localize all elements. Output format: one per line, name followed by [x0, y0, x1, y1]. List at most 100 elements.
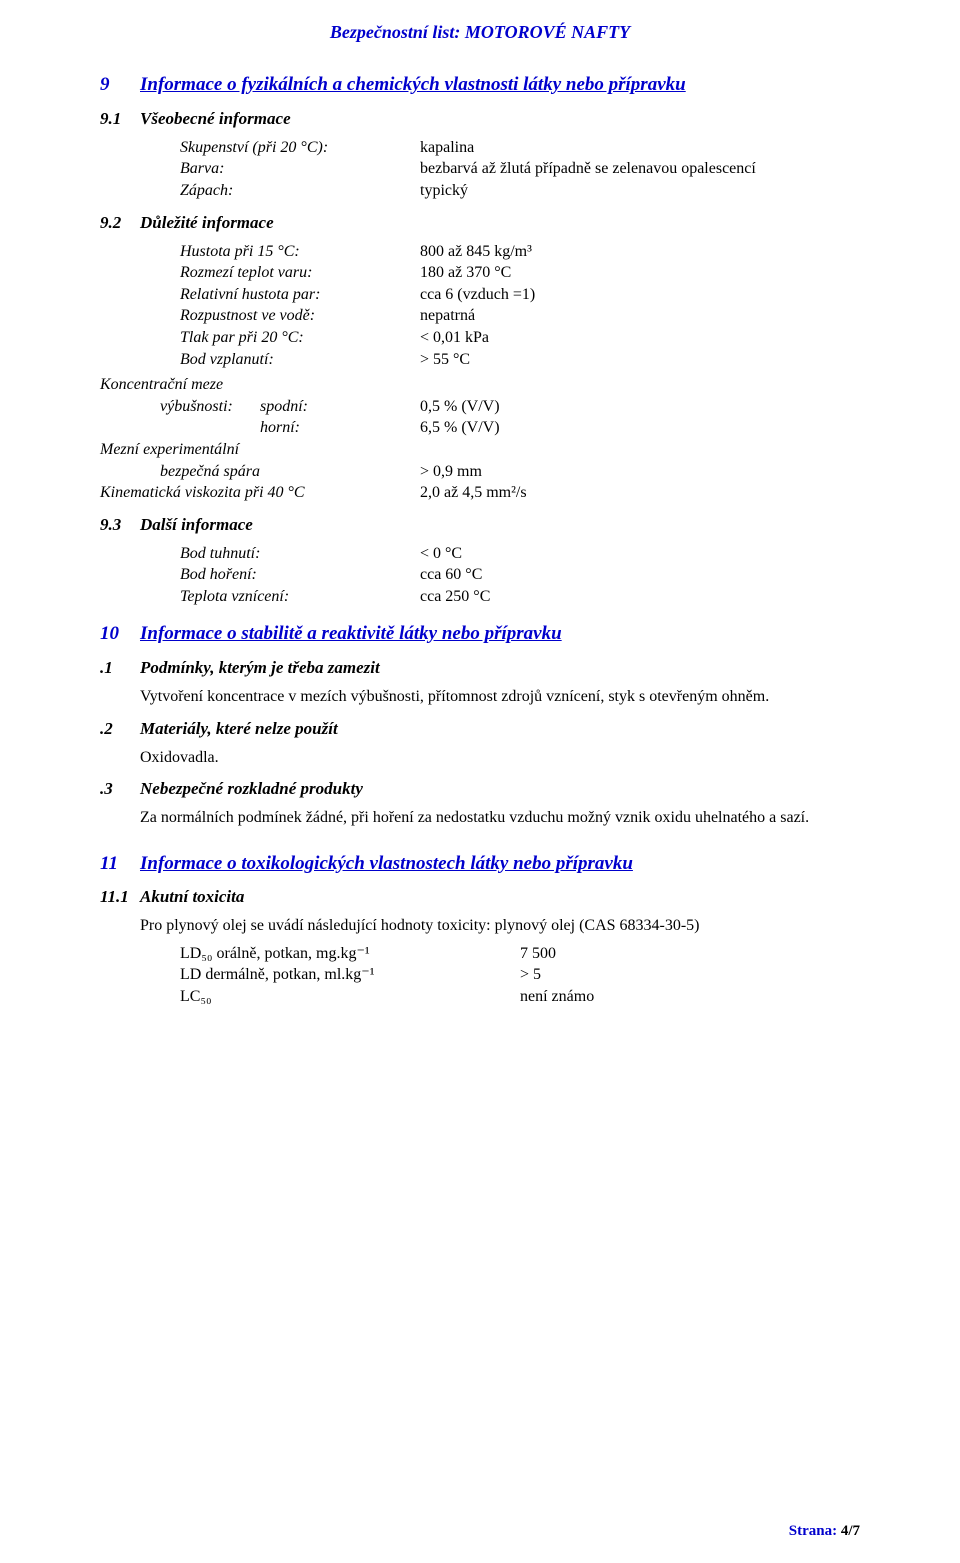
section-9-2-heading: 9.2 Důležité informace — [100, 212, 860, 235]
table-row: Relativní hustota par: cca 6 (vzduch =1) — [180, 284, 860, 306]
footer-page: 4/7 — [841, 1523, 860, 1539]
table-row: Teplota vznícení: cca 250 °C — [180, 586, 860, 608]
table-row: Skupenství (při 20 °C): kapalina — [180, 137, 860, 159]
tox-label: LD dermálně, potkan, ml.kg⁻¹ — [180, 964, 520, 986]
section-11-1-num: 11.1 — [100, 886, 140, 909]
table-row: Rozpustnost ve vodě: nepatrná — [180, 305, 860, 327]
doc-header: Bezpečnostní list: MOTOROVÉ NAFTY — [100, 20, 860, 44]
section-11-1-heading: 11.1 Akutní toxicita — [100, 886, 860, 909]
table-row: Rozmezí teplot varu: 180 až 370 °C — [180, 262, 860, 284]
section-9-2-title: Důležité informace — [140, 212, 274, 235]
kv-label: Teplota vznícení: — [180, 586, 420, 608]
tox-value: 7 500 — [520, 943, 860, 965]
section-9-1-num: 9.1 — [100, 108, 140, 131]
table-row: horní: 6,5 % (V/V) — [100, 417, 860, 439]
tox-label: LD₅₀ orálně, potkan, mg.kg⁻¹ — [180, 943, 520, 965]
visk-value: 2,0 až 4,5 mm²/s — [420, 482, 860, 504]
table-row: Bod hoření: cca 60 °C — [180, 564, 860, 586]
kv-value: nepatrná — [420, 305, 860, 327]
page-footer: Strana: 4/7 — [789, 1521, 860, 1541]
tox-label: LC₅₀ — [180, 986, 520, 1008]
conc-label: Koncentrační meze — [100, 374, 860, 396]
section-11-heading: 11 Informace o toxikologických vlastnost… — [100, 851, 860, 877]
table-row: Zápach: typický — [180, 180, 860, 202]
section-10-3-num: .3 — [100, 778, 140, 801]
section-10-2-heading: .2 Materiály, které nelze použít — [100, 718, 860, 741]
kv-value: < 0 °C — [420, 543, 860, 565]
table-row: LD dermálně, potkan, ml.kg⁻¹ > 5 — [180, 964, 860, 986]
kv-value: cca 60 °C — [420, 564, 860, 586]
table-row: Bod tuhnutí: < 0 °C — [180, 543, 860, 565]
section-9-num: 9 — [100, 72, 140, 98]
horni-value: 6,5 % (V/V) — [420, 417, 860, 439]
tox-value: není známo — [520, 986, 860, 1008]
spodni-label: spodní: — [260, 396, 308, 418]
section-9-2-num: 9.2 — [100, 212, 140, 235]
kv-label: Hustota při 15 °C: — [180, 241, 420, 263]
kv-label: Bod tuhnutí: — [180, 543, 420, 565]
table-row: bezpečná spára > 0,9 mm — [100, 461, 860, 483]
spara-label: bezpečná spára — [160, 463, 260, 480]
section-10-3-title: Nebezpečné rozkladné produkty — [140, 778, 363, 801]
kv-label: Bod hoření: — [180, 564, 420, 586]
section-10-num: 10 — [100, 621, 140, 647]
section-10-3-text: Za normálních podmínek žádné, při hoření… — [140, 807, 860, 829]
kv-value: cca 6 (vzduch =1) — [420, 284, 860, 306]
kv-value: > 55 °C — [420, 349, 860, 371]
table-row: Tlak par při 20 °C: < 0,01 kPa — [180, 327, 860, 349]
table-row: Bod vzplanutí: > 55 °C — [180, 349, 860, 371]
table-row: Kinematická viskozita při 40 °C 2,0 až 4… — [100, 482, 860, 504]
kv-value: bezbarvá až žlutá případně se zelenavou … — [420, 158, 860, 180]
section-11-num: 11 — [100, 851, 140, 877]
section-9-2-exp: Koncentrační meze výbušnosti: spodní: 0,… — [100, 374, 860, 504]
toxicity-table: LD₅₀ orálně, potkan, mg.kg⁻¹ 7 500 LD de… — [180, 943, 860, 1008]
table-row: Hustota při 15 °C: 800 až 845 kg/m³ — [180, 241, 860, 263]
horni-label: horní: — [260, 417, 300, 439]
section-10-3-heading: .3 Nebezpečné rozkladné produkty — [100, 778, 860, 801]
table-row: LD₅₀ orálně, potkan, mg.kg⁻¹ 7 500 — [180, 943, 860, 965]
kv-label: Zápach: — [180, 180, 420, 202]
section-10-2-num: .2 — [100, 718, 140, 741]
kv-value: typický — [420, 180, 860, 202]
kv-value: 180 až 370 °C — [420, 262, 860, 284]
section-10-1-text: Vytvoření koncentrace v mezích výbušnost… — [140, 686, 860, 708]
section-9-2-table: Hustota při 15 °C: 800 až 845 kg/m³ Rozm… — [180, 241, 860, 371]
kv-label: Rozmezí teplot varu: — [180, 262, 420, 284]
kv-value: 800 až 845 kg/m³ — [420, 241, 860, 263]
kv-label: Bod vzplanutí: — [180, 349, 420, 371]
section-10-2-title: Materiály, které nelze použít — [140, 718, 338, 741]
kv-value: cca 250 °C — [420, 586, 860, 608]
explosive-label: výbušnosti: — [160, 396, 260, 418]
footer-label: Strana: — [789, 1523, 841, 1539]
kv-label: Barva: — [180, 158, 420, 180]
section-9-1-heading: 9.1 Všeobecné informace — [100, 108, 860, 131]
section-9-heading: 9 Informace o fyzikálních a chemických v… — [100, 72, 860, 98]
kv-value: kapalina — [420, 137, 860, 159]
kv-label: Relativní hustota par: — [180, 284, 420, 306]
section-9-title: Informace o fyzikálních a chemických vla… — [140, 72, 686, 98]
section-9-1-title: Všeobecné informace — [140, 108, 291, 131]
kv-value: < 0,01 kPa — [420, 327, 860, 349]
spara-value: > 0,9 mm — [420, 461, 860, 483]
page: Bezpečnostní list: MOTOROVÉ NAFTY 9 Info… — [0, 0, 960, 1563]
section-10-title: Informace o stabilitě a reaktivitě látky… — [140, 621, 562, 647]
section-11-1-text: Pro plynový olej se uvádí následující ho… — [140, 915, 860, 937]
section-9-3-heading: 9.3 Další informace — [100, 514, 860, 537]
kv-label: Tlak par při 20 °C: — [180, 327, 420, 349]
table-row: výbušnosti: spodní: 0,5 % (V/V) — [100, 396, 860, 418]
section-10-1-heading: .1 Podmínky, kterým je třeba zamezit — [100, 657, 860, 680]
visk-label: Kinematická viskozita při 40 °C — [100, 482, 420, 504]
section-9-3-title: Další informace — [140, 514, 253, 537]
section-11-1-title: Akutní toxicita — [140, 886, 244, 909]
mezni-label: Mezní experimentální — [100, 439, 860, 461]
section-9-3-table: Bod tuhnutí: < 0 °C Bod hoření: cca 60 °… — [180, 543, 860, 608]
section-10-1-num: .1 — [100, 657, 140, 680]
spodni-value: 0,5 % (V/V) — [420, 396, 860, 418]
section-9-1-table: Skupenství (při 20 °C): kapalina Barva: … — [180, 137, 860, 202]
table-row: Barva: bezbarvá až žlutá případně se zel… — [180, 158, 860, 180]
section-10-1-title: Podmínky, kterým je třeba zamezit — [140, 657, 380, 680]
tox-value: > 5 — [520, 964, 860, 986]
section-11-title: Informace o toxikologických vlastnostech… — [140, 851, 633, 877]
section-10-2-text: Oxidovadla. — [140, 747, 860, 769]
kv-label: Skupenství (při 20 °C): — [180, 137, 420, 159]
